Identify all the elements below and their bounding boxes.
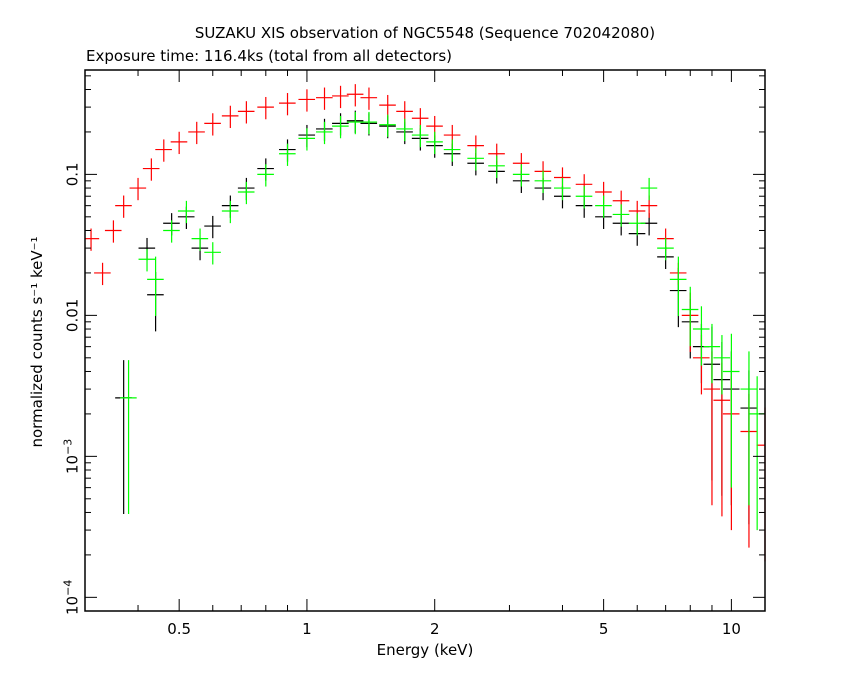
data-point <box>553 177 571 201</box>
data-point <box>575 186 593 209</box>
data-point <box>221 105 239 129</box>
data-point <box>748 376 765 531</box>
data-point <box>681 286 699 347</box>
data-point <box>669 256 687 316</box>
x-tick-label: 1 <box>302 620 312 638</box>
data-point <box>640 177 658 201</box>
data-point <box>332 85 349 109</box>
data-point <box>188 121 205 145</box>
data-point <box>170 131 188 155</box>
data-point <box>316 121 333 145</box>
data-point <box>115 195 132 218</box>
data-point <box>138 249 156 272</box>
data-point <box>147 256 164 316</box>
data-point <box>316 87 333 110</box>
data-point <box>713 335 731 395</box>
data-point <box>191 228 209 251</box>
data-point <box>740 351 758 506</box>
data-point <box>120 360 137 515</box>
data-point <box>467 148 484 171</box>
data-point <box>332 115 349 139</box>
data-point <box>379 94 396 118</box>
data-point <box>104 220 122 243</box>
data-point <box>115 360 132 515</box>
data-point <box>512 164 530 187</box>
series-2 <box>120 111 765 531</box>
data-point <box>703 323 721 384</box>
data-point <box>85 228 100 251</box>
x-tick-label: 2 <box>430 620 440 638</box>
data-point <box>595 195 612 218</box>
data-point <box>142 158 160 181</box>
data-point <box>298 89 316 112</box>
data-point <box>396 118 413 142</box>
data-point <box>346 84 364 107</box>
y-tick-label: 10−4 <box>61 580 81 615</box>
data-point <box>279 143 296 166</box>
data-point <box>221 200 239 224</box>
series-0 <box>115 110 758 525</box>
chart-subtitle: Exposure time: 116.4ks (total from all d… <box>86 47 452 65</box>
data-point <box>426 131 443 155</box>
data-point <box>298 128 316 151</box>
data-point <box>237 101 255 124</box>
y-tick-label: 0.01 <box>63 299 81 332</box>
data-point <box>237 181 255 205</box>
data-point <box>279 93 296 116</box>
data-point <box>204 215 221 239</box>
axis-ticks-layer: 0.5 1 2 5 10 10−4 10−3 0.01 0.1 <box>61 70 765 638</box>
chart-title: SUZAKU XIS observation of NGC5548 (Seque… <box>195 24 655 42</box>
y-tick-label: 10−3 <box>61 439 81 474</box>
data-point <box>722 333 740 488</box>
data-point <box>756 407 766 562</box>
data-point <box>443 139 461 162</box>
data-point <box>411 124 429 148</box>
data-point <box>204 113 221 136</box>
data-point <box>534 170 552 193</box>
data-point <box>257 96 274 120</box>
data-point <box>94 262 111 286</box>
data-point <box>360 111 378 135</box>
plot-frame <box>84 69 766 612</box>
y-tick-label: 0.1 <box>63 162 81 186</box>
y-axis-label: normalized counts s⁻¹ keV⁻¹ <box>28 236 46 447</box>
data-point <box>129 177 147 201</box>
data-series-layer <box>85 84 766 562</box>
x-tick-label: 5 <box>599 620 609 638</box>
data-point <box>360 87 378 110</box>
data-point <box>379 114 396 137</box>
data-point <box>628 213 646 236</box>
data-point <box>257 164 274 187</box>
data-point <box>163 220 180 243</box>
series-1 <box>85 84 766 562</box>
x-axis-label: Energy (keV) <box>377 641 474 659</box>
data-point <box>488 155 505 178</box>
x-tick-label: 0.5 <box>167 620 191 638</box>
data-point <box>692 306 710 366</box>
data-point <box>657 237 674 261</box>
data-point <box>155 139 172 162</box>
data-point <box>204 242 221 265</box>
data-point <box>177 200 195 224</box>
data-point <box>612 204 630 227</box>
x-tick-label: 10 <box>722 620 741 638</box>
